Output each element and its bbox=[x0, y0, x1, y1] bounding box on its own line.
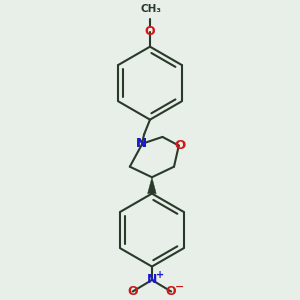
Text: N: N bbox=[147, 274, 157, 286]
Text: O: O bbox=[174, 139, 185, 152]
Text: N: N bbox=[136, 137, 147, 150]
Text: CH₃: CH₃ bbox=[140, 4, 161, 14]
Polygon shape bbox=[148, 177, 156, 194]
Text: −: − bbox=[175, 282, 184, 292]
Text: O: O bbox=[166, 285, 176, 298]
Text: +: + bbox=[155, 270, 164, 280]
Text: O: O bbox=[128, 285, 138, 298]
Text: N: N bbox=[136, 137, 147, 150]
Text: O: O bbox=[145, 25, 155, 38]
